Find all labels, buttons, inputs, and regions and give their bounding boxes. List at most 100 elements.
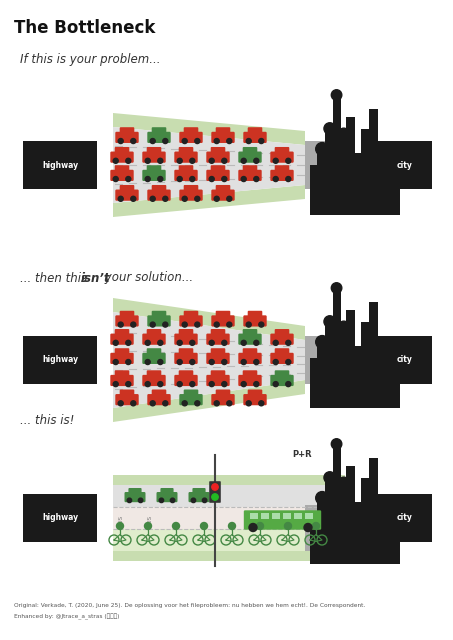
- Circle shape: [241, 340, 246, 346]
- FancyBboxPatch shape: [128, 488, 142, 495]
- Circle shape: [138, 498, 143, 502]
- Circle shape: [254, 158, 259, 163]
- Circle shape: [273, 381, 278, 387]
- Circle shape: [126, 360, 131, 365]
- Circle shape: [214, 196, 219, 202]
- Text: your solution...: your solution...: [101, 271, 193, 285]
- Circle shape: [241, 360, 246, 365]
- Polygon shape: [113, 127, 305, 203]
- Bar: [361, 321, 371, 408]
- Circle shape: [195, 401, 200, 406]
- FancyBboxPatch shape: [211, 348, 225, 355]
- Circle shape: [313, 522, 319, 529]
- Bar: [377, 145, 386, 215]
- FancyBboxPatch shape: [120, 311, 134, 318]
- Circle shape: [177, 360, 182, 365]
- Circle shape: [209, 177, 214, 182]
- Bar: [354, 502, 362, 564]
- Circle shape: [158, 381, 163, 387]
- Circle shape: [331, 439, 342, 449]
- Circle shape: [256, 522, 264, 529]
- FancyBboxPatch shape: [248, 390, 262, 397]
- Bar: [354, 152, 362, 215]
- Circle shape: [113, 158, 118, 163]
- Circle shape: [126, 158, 131, 163]
- FancyBboxPatch shape: [243, 316, 267, 326]
- Circle shape: [126, 340, 131, 346]
- FancyBboxPatch shape: [156, 492, 178, 502]
- Bar: [386, 163, 395, 215]
- FancyBboxPatch shape: [184, 127, 198, 134]
- Text: Original: Verkade, T. (2020, June 25). De oplossing voor het fileprobleem: nu he: Original: Verkade, T. (2020, June 25). D…: [14, 603, 365, 608]
- FancyBboxPatch shape: [211, 147, 225, 154]
- Bar: [250, 513, 258, 519]
- Text: isn’t: isn’t: [81, 271, 111, 285]
- FancyBboxPatch shape: [179, 189, 202, 201]
- Bar: [333, 288, 341, 408]
- Circle shape: [118, 138, 123, 143]
- Circle shape: [177, 381, 182, 387]
- Circle shape: [145, 381, 150, 387]
- FancyBboxPatch shape: [184, 185, 198, 192]
- Circle shape: [131, 322, 136, 327]
- FancyBboxPatch shape: [174, 170, 198, 181]
- FancyBboxPatch shape: [120, 390, 134, 397]
- Circle shape: [145, 340, 150, 346]
- Circle shape: [254, 381, 259, 387]
- FancyBboxPatch shape: [243, 147, 257, 154]
- FancyBboxPatch shape: [243, 132, 267, 143]
- Circle shape: [241, 177, 246, 182]
- Bar: [340, 326, 348, 408]
- Bar: [113, 551, 345, 561]
- Circle shape: [331, 90, 342, 100]
- Circle shape: [316, 335, 328, 348]
- Circle shape: [131, 196, 136, 202]
- Bar: [369, 458, 378, 564]
- FancyBboxPatch shape: [243, 371, 257, 378]
- Circle shape: [338, 477, 349, 488]
- FancyBboxPatch shape: [216, 185, 230, 192]
- Circle shape: [150, 196, 155, 202]
- Circle shape: [286, 381, 291, 387]
- FancyBboxPatch shape: [211, 316, 235, 326]
- Circle shape: [163, 196, 168, 202]
- Bar: [394, 366, 400, 408]
- FancyBboxPatch shape: [248, 127, 262, 134]
- Circle shape: [241, 381, 246, 387]
- FancyBboxPatch shape: [270, 375, 294, 386]
- Circle shape: [190, 340, 195, 346]
- FancyBboxPatch shape: [110, 152, 134, 163]
- Circle shape: [304, 524, 312, 531]
- FancyBboxPatch shape: [110, 375, 134, 386]
- FancyBboxPatch shape: [116, 189, 139, 201]
- FancyBboxPatch shape: [211, 132, 235, 143]
- Circle shape: [159, 498, 164, 502]
- FancyBboxPatch shape: [110, 353, 134, 364]
- Circle shape: [202, 498, 207, 502]
- FancyBboxPatch shape: [275, 371, 289, 378]
- Bar: [310, 358, 319, 408]
- Circle shape: [201, 522, 207, 529]
- Bar: [377, 339, 386, 408]
- Circle shape: [273, 340, 278, 346]
- FancyBboxPatch shape: [179, 394, 202, 405]
- Circle shape: [222, 360, 227, 365]
- Circle shape: [316, 492, 328, 504]
- Circle shape: [118, 196, 123, 202]
- Circle shape: [177, 158, 182, 163]
- FancyBboxPatch shape: [211, 329, 225, 336]
- Circle shape: [284, 522, 291, 529]
- Bar: [113, 507, 345, 529]
- Polygon shape: [113, 298, 305, 340]
- FancyBboxPatch shape: [216, 390, 230, 397]
- Text: highway: highway: [42, 355, 78, 365]
- Circle shape: [286, 340, 291, 346]
- Text: Enhanced by: @Jtrace_a_stras (草地更): Enhanced by: @Jtrace_a_stras (草地更): [14, 614, 120, 620]
- Text: ... this is!: ... this is!: [20, 413, 74, 426]
- FancyBboxPatch shape: [179, 316, 202, 326]
- FancyBboxPatch shape: [178, 165, 193, 173]
- Circle shape: [254, 177, 259, 182]
- Circle shape: [209, 360, 214, 365]
- Text: P+R: P+R: [292, 450, 312, 459]
- FancyBboxPatch shape: [142, 170, 166, 181]
